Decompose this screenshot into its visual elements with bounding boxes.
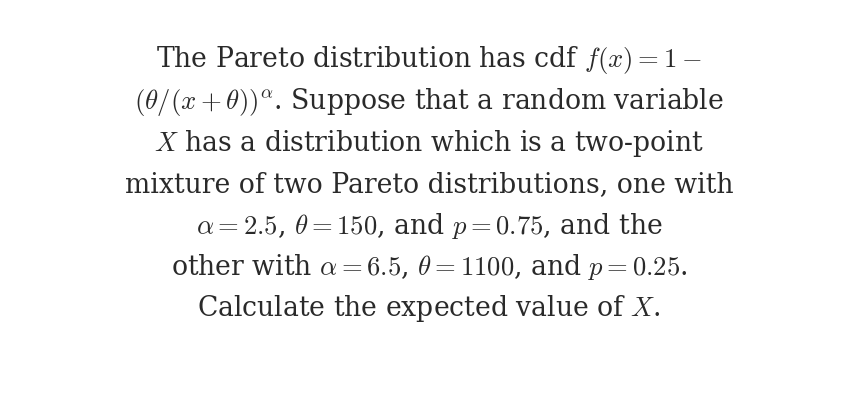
Text: mixture of two Pareto distributions, one with: mixture of two Pareto distributions, one… xyxy=(124,171,734,198)
Text: other with $\alpha = 6.5$, $\theta = 1100$, and $p = 0.25$.: other with $\alpha = 6.5$, $\theta = 110… xyxy=(171,252,687,282)
Text: The Pareto distribution has cdf $f(x) = 1 -$: The Pareto distribution has cdf $f(x) = … xyxy=(156,45,702,77)
Text: $({\theta}/({x}+{\theta}))^{\alpha}$. Suppose that a random variable: $({\theta}/({x}+{\theta}))^{\alpha}$. Su… xyxy=(134,86,724,118)
Text: Calculate the expected value of $X$.: Calculate the expected value of $X$. xyxy=(197,293,661,324)
Text: $X$ has a distribution which is a two-point: $X$ has a distribution which is a two-po… xyxy=(154,128,704,159)
Text: $\alpha = 2.5$, $\theta = 150$, and $p = 0.75$, and the: $\alpha = 2.5$, $\theta = 150$, and $p =… xyxy=(196,211,662,241)
